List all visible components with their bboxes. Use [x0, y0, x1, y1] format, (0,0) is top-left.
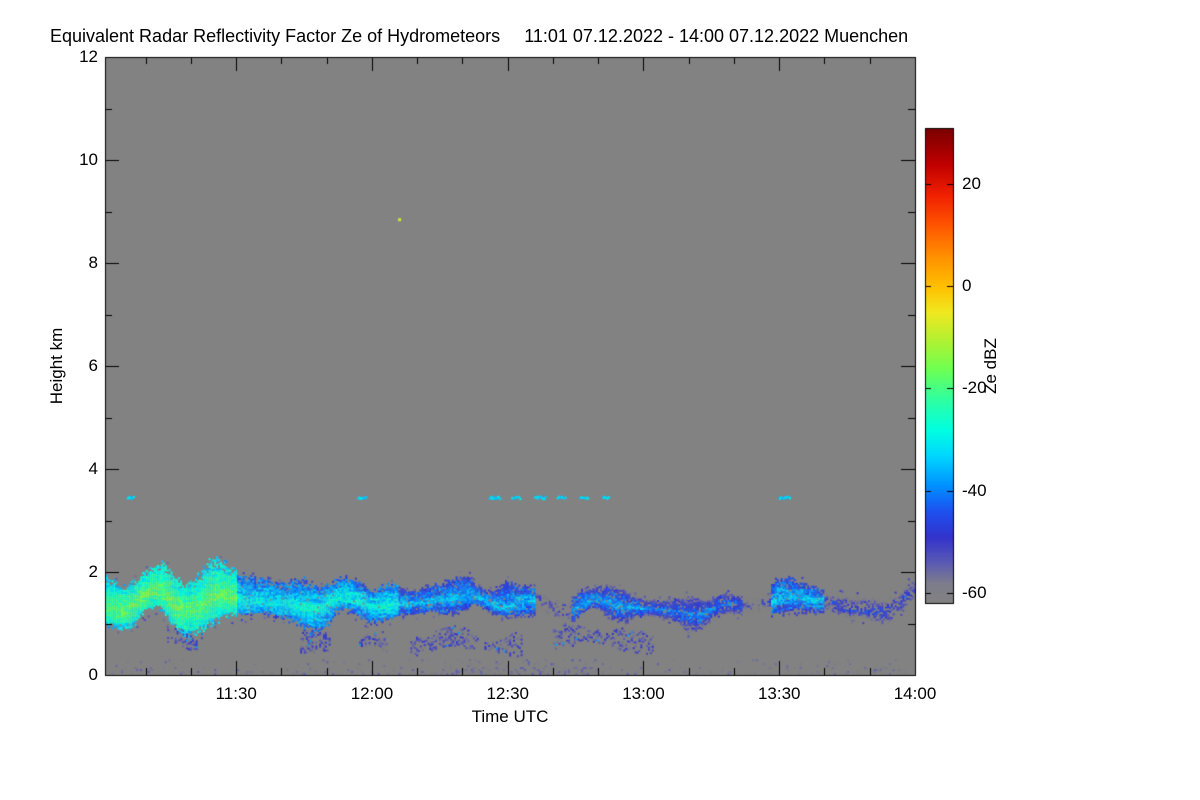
y-tick-label: 4	[88, 459, 98, 478]
colorbar-tick-label: -40	[962, 480, 987, 500]
figure-date-range: 11:01 07.12.2022 - 14:00 07.12.2022 Muen…	[524, 26, 909, 46]
colorbar-tick-label: -20	[962, 378, 987, 398]
x-tick-label: 13:30	[757, 684, 801, 703]
figure-title-row: Equivalent Radar Reflectivity Factor Ze …	[50, 26, 908, 47]
x-tick-label: 12:30	[486, 684, 530, 703]
x-tick-label: 12:00	[350, 684, 394, 703]
colorbar-tick-label: 0	[962, 276, 972, 296]
x-tick-label: 14:00	[893, 684, 937, 703]
colorbar-tick-label: -60	[962, 582, 987, 602]
y-tick-label: 10	[79, 150, 98, 169]
y-tick-label: 12	[79, 47, 98, 66]
x-tick-label: 11:30	[215, 684, 257, 703]
x-tick-label: 13:00	[622, 684, 665, 703]
figure-title: Equivalent Radar Reflectivity Factor Ze …	[50, 26, 501, 46]
colorbar-tick-label: 20	[962, 174, 981, 194]
y-tick-label: 6	[88, 356, 98, 375]
y-tick-label: 8	[88, 253, 98, 272]
y-tick-label: 2	[88, 562, 98, 581]
x-axis-label: Time UTC	[471, 707, 549, 726]
y-tick-label: 0	[88, 665, 98, 684]
